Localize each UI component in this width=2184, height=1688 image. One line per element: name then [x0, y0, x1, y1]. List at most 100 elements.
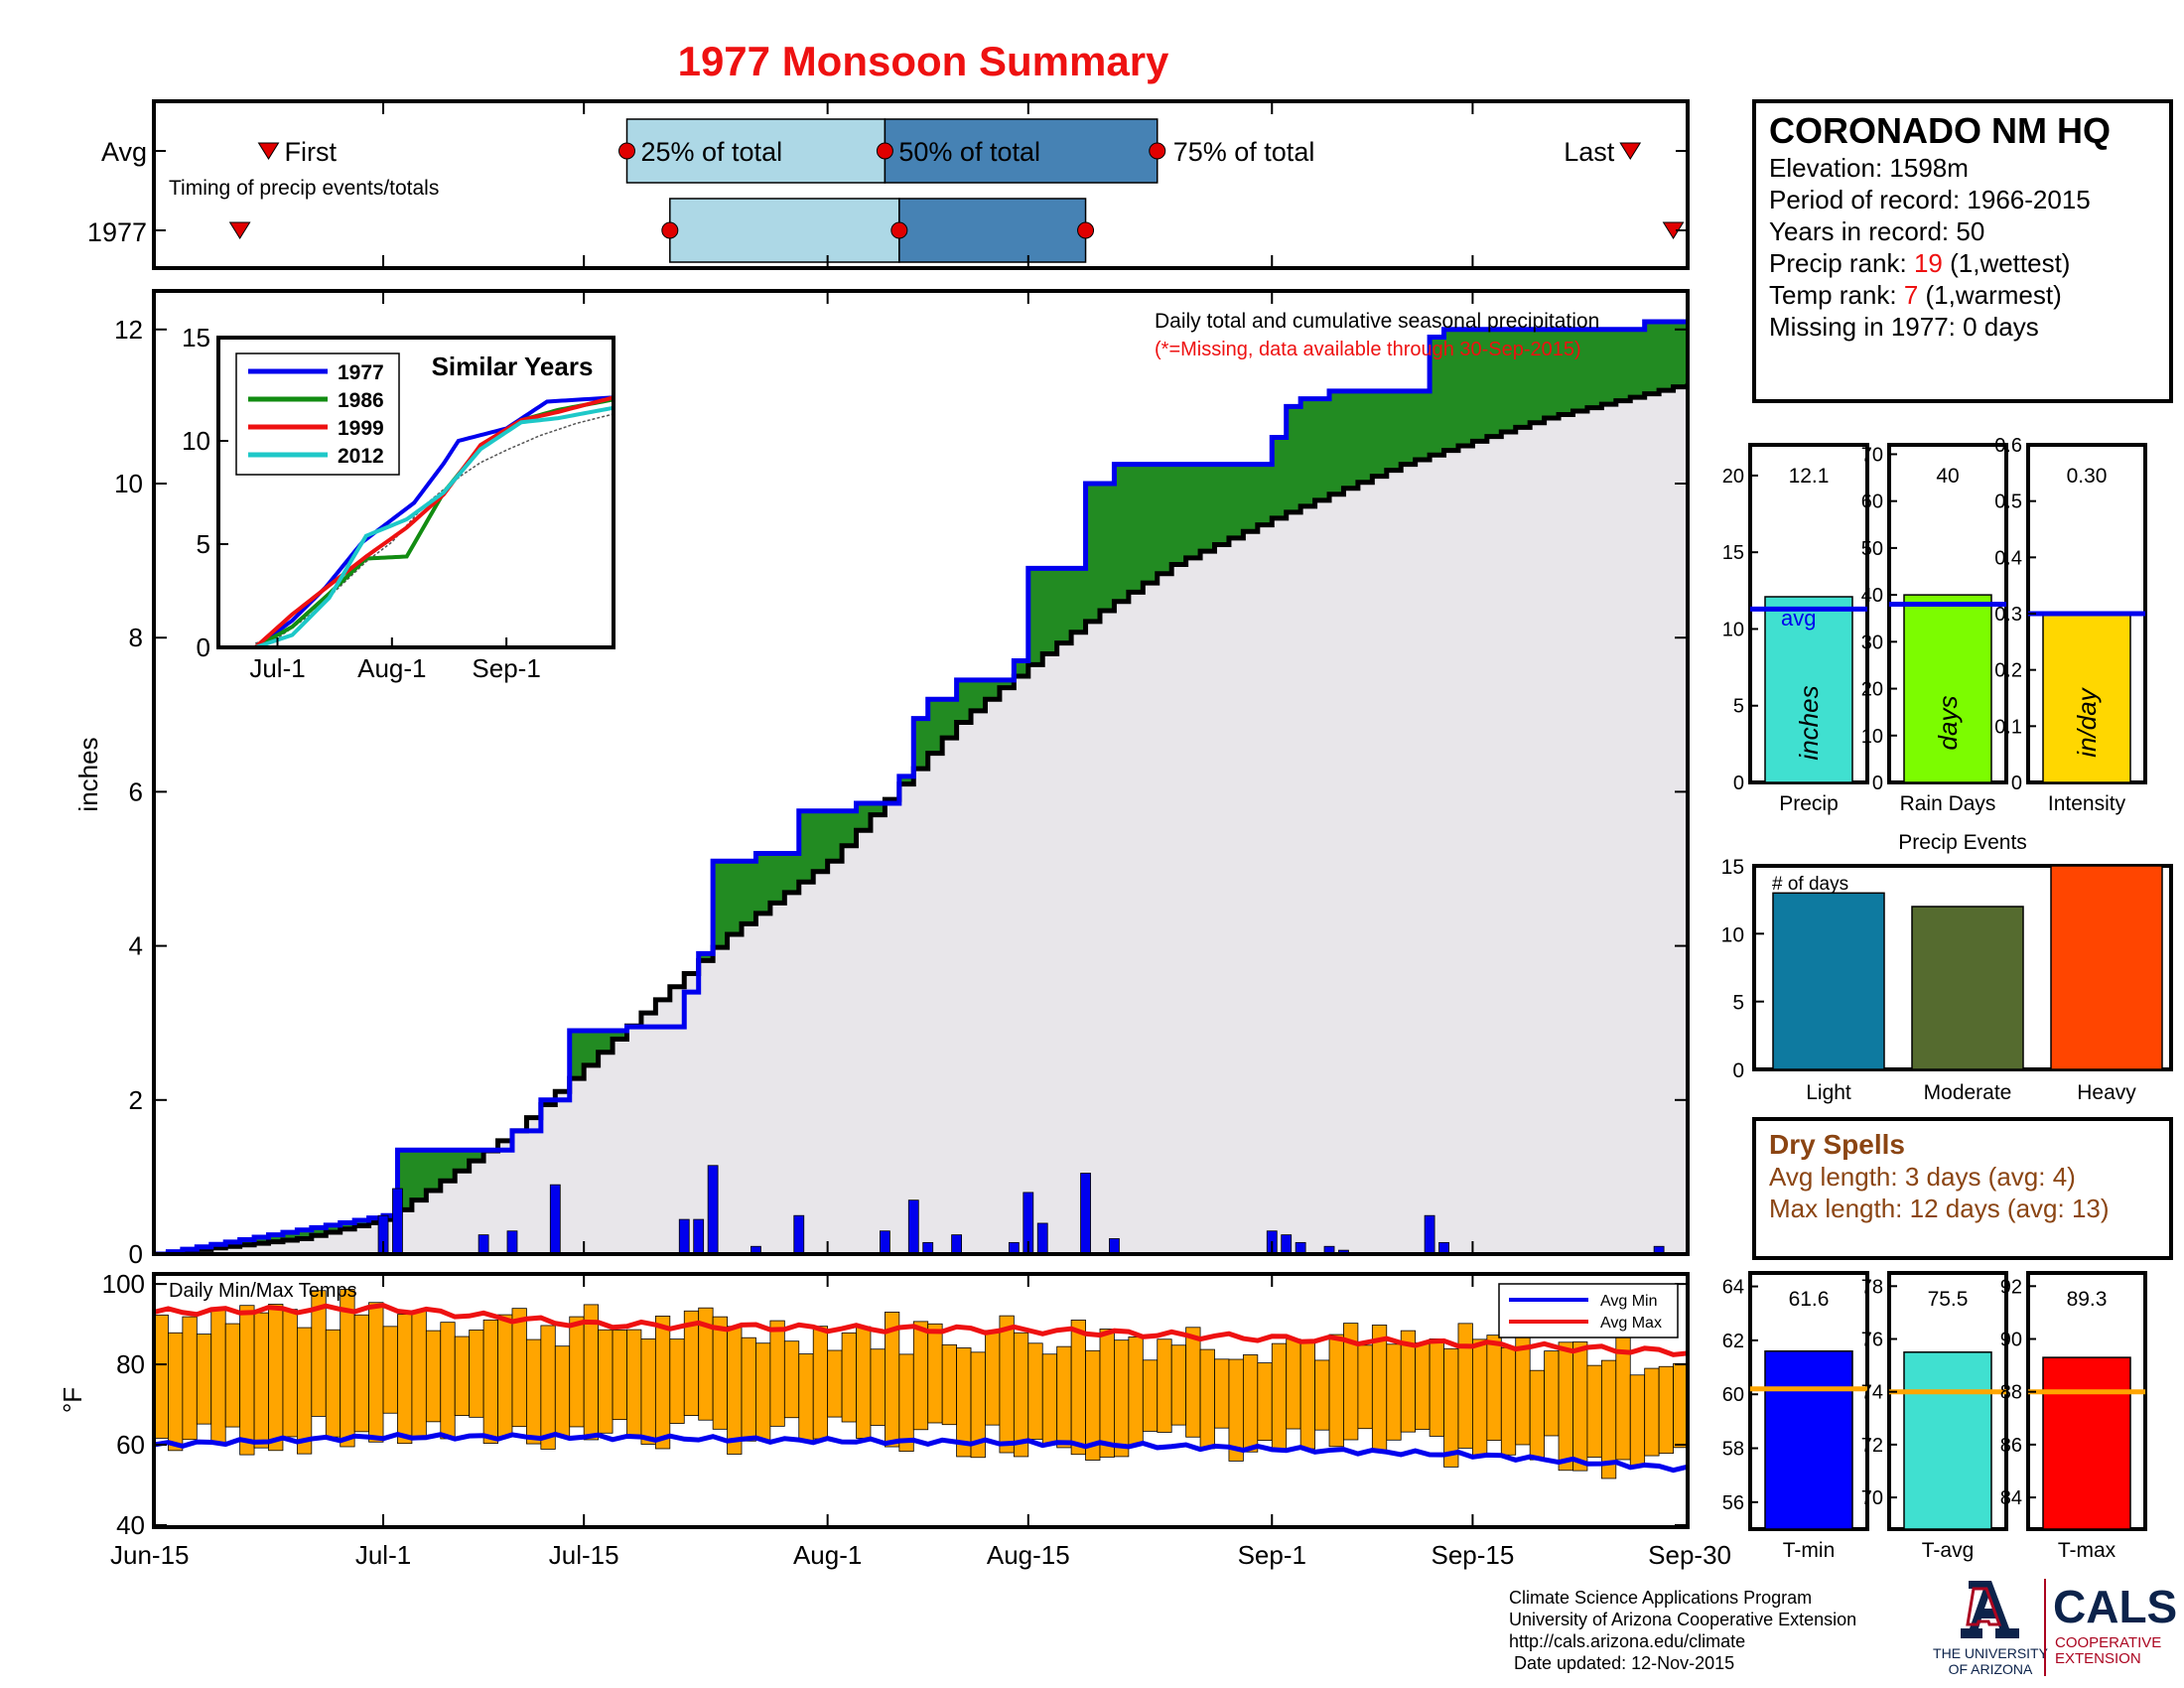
intensity-value: 0.30	[2067, 465, 2108, 488]
daily-temp-bar	[898, 1353, 914, 1453]
avg-p50-marker	[876, 142, 893, 160]
intensity-tick-label: 0.1	[1994, 716, 2022, 738]
inset-y-tick-label: 5	[197, 529, 210, 559]
daily-temp-bar	[1142, 1359, 1159, 1432]
daily-precip-bar	[1036, 1222, 1048, 1254]
intensity-tick-label: 0.5	[1994, 492, 2022, 513]
avg-p75-marker	[1149, 142, 1166, 160]
rain_days-unit: days	[1933, 696, 1963, 751]
event-tick-label: 5	[1732, 992, 1744, 1015]
tmax-tick-label: 90	[2000, 1329, 2022, 1350]
year-50-75-box	[898, 198, 1087, 263]
daily-temp-bar	[1157, 1338, 1172, 1433]
inset-legend-label-1977: 1977	[338, 361, 384, 384]
precip-events-ylabel: # of days	[1772, 874, 1848, 895]
daily-temp-bar	[1299, 1339, 1315, 1450]
precip-y-ticks: 0 2 4 6 8 10 12	[114, 315, 1688, 1269]
precip-event-bars: Light Moderate Heavy 0 5 10 15	[1721, 856, 2163, 1104]
dry-spells-panel: Dry Spells Avg length: 3 days (avg: 4) M…	[1752, 1117, 2173, 1260]
temp-y-tick-label: 60	[116, 1430, 145, 1460]
daily-temp-bar	[1500, 1346, 1517, 1456]
avg-25-50-box	[625, 118, 887, 184]
daily-temp-bar	[927, 1323, 943, 1424]
daily-temp-bar	[755, 1342, 771, 1441]
daily-precip-bars	[377, 1165, 1665, 1254]
average-cumulative-area	[154, 383, 1688, 1254]
tmin-label: T-min	[1783, 1539, 1836, 1562]
precip-tick-label: 20	[1722, 466, 1744, 488]
rain_days-tick-label: 40	[1861, 585, 1883, 607]
inset-title: Similar Years	[432, 352, 594, 381]
temp-y-tick-label: 40	[116, 1510, 145, 1540]
dry-spells-max: Max length: 12 days (avg: 13)	[1769, 1194, 2110, 1223]
daily-temp-bar	[526, 1338, 542, 1445]
daily-temp-bar	[253, 1312, 269, 1449]
precip-tick-label: 5	[1733, 696, 1744, 718]
precip-y-label: inches	[73, 737, 103, 811]
daily-temp-bar	[268, 1304, 284, 1452]
daily-temp-bar	[1041, 1353, 1058, 1446]
daily-temp-bar	[1170, 1344, 1187, 1426]
daily-precip-bar	[549, 1184, 561, 1254]
event-label-moderate: Moderate	[1924, 1081, 2012, 1104]
date-tick-label: Jul-15	[549, 1540, 619, 1570]
daily-temp-bar	[1099, 1329, 1115, 1458]
precip-y-tick-label: 10	[114, 469, 143, 498]
daily-precip-bar	[707, 1165, 719, 1254]
daily-temp-bar	[798, 1353, 814, 1443]
rain_days-bar	[1903, 594, 1992, 783]
precip-chart: 0 2 4 6 8 10 12 Daily total and cumulative sea…	[73, 289, 1690, 1269]
daily-precip-bar	[1109, 1238, 1120, 1254]
dry-spells-avg: Avg length: 3 days (avg: 4)	[1769, 1162, 2076, 1192]
dry-spells-frame	[1752, 1117, 2173, 1260]
daily-temp-bar	[1199, 1348, 1215, 1450]
inset-legend-label-1999: 1999	[338, 417, 384, 440]
tmax-label: T-max	[2058, 1539, 2116, 1562]
daily-temp-bar	[1386, 1343, 1402, 1441]
event-bar-heavy	[2050, 865, 2163, 1070]
daily-temp-bar	[540, 1325, 556, 1450]
avg-p25-marker	[617, 142, 635, 160]
intensity-tick-label: 0	[2011, 773, 2022, 794]
summary-bar-panels: 12.1 inches Precip 0 5 10 15 20 40 days Rain Days 0…	[1722, 435, 2147, 815]
precip-y-tick-label: 6	[129, 776, 143, 806]
precip-unit: inches	[1794, 685, 1824, 760]
temp-legend	[1498, 1283, 1679, 1338]
footer: Climate Science Applications Program Uni…	[1509, 1579, 2177, 1677]
temp-y-tick-label: 80	[116, 1349, 145, 1379]
daily-precip-bar	[1080, 1173, 1091, 1254]
daily-precip-bar	[392, 1188, 403, 1254]
daily-temp-bar	[1472, 1338, 1488, 1456]
year-p75-marker	[1077, 221, 1095, 239]
inset-x-tick-label: Jul-1	[249, 653, 305, 683]
avg-first-marker	[257, 142, 280, 160]
ua-logo-accent	[1966, 1587, 2002, 1626]
precip-tick-label: 15	[1722, 542, 1744, 564]
avg-max-line	[154, 1302, 1688, 1357]
cumulative-1977-line	[154, 319, 1688, 1254]
intensity-unit: in/day	[2072, 686, 2102, 757]
precip-tick-label: 0	[1733, 773, 1744, 794]
daily-temp-bar	[1357, 1344, 1373, 1430]
year-p25-marker	[661, 221, 679, 239]
cals-logo: CALS	[2053, 1581, 2177, 1632]
timing-frame	[152, 99, 1690, 270]
daily-temp-bar	[282, 1309, 298, 1438]
event-bar-light	[1772, 892, 1885, 1070]
last-label: Last	[1564, 137, 1615, 167]
precip-y-tick-label: 0	[129, 1239, 143, 1269]
precip-value: 12.1	[1789, 465, 1830, 488]
timing-panel: Avg 1977 Timing of precip events/totals …	[87, 99, 1690, 270]
daily-temp-bar	[569, 1316, 585, 1428]
daily-temp-bar	[168, 1332, 184, 1452]
event-tick-label: 0	[1732, 1059, 1744, 1082]
inset-ticks: 0 5 10 15 Jul-1 Aug-1 Sep-1	[182, 323, 541, 683]
daily-precip-bar	[693, 1218, 705, 1254]
daily-temp-bar	[1013, 1332, 1029, 1458]
precip-label: Precip	[1779, 792, 1839, 815]
footer-line-1: Climate Science Applications Program	[1509, 1588, 1812, 1608]
tmin-bar	[1764, 1350, 1853, 1530]
rain_days-tick-label: 10	[1861, 726, 1883, 748]
daily-temp-bar	[397, 1314, 413, 1445]
daily-precip-bar	[793, 1214, 805, 1254]
